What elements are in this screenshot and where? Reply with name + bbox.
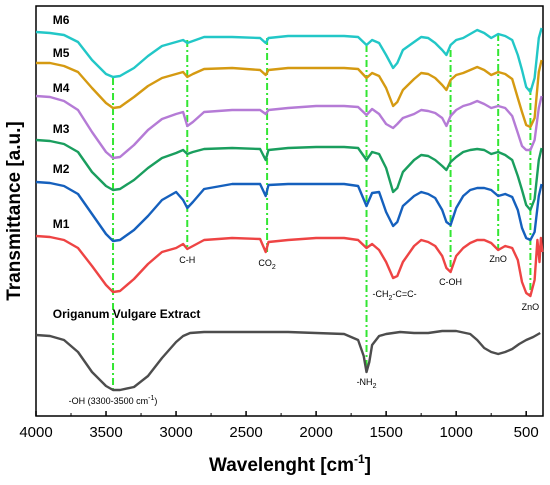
series-label-2: M4 bbox=[53, 81, 70, 95]
plot-frame bbox=[35, 5, 544, 417]
series-labels: M6 M5 M4 M3 M2 M1 Origanum Vulgare Extract bbox=[53, 13, 201, 321]
x-tick-label-500: 500 bbox=[514, 424, 539, 441]
x-axis-title-sup: -1 bbox=[354, 452, 365, 466]
series-label-1: M5 bbox=[53, 46, 70, 60]
peak-annotation-7: -OH (3300-3500 cm-1) bbox=[69, 395, 158, 406]
peak-annotation-6: -NH2 bbox=[357, 377, 377, 390]
x-axis-title-main: Wavelenght [cm bbox=[209, 455, 354, 476]
x-axis-title-end: ] bbox=[365, 455, 371, 476]
peak-annotation-0: C-H bbox=[179, 255, 195, 265]
reference-lines bbox=[112, 34, 532, 392]
series-line-2 bbox=[35, 94, 543, 160]
series-label-3: M3 bbox=[53, 122, 70, 136]
spectra bbox=[35, 27, 544, 392]
y-axis-title: Transmittance [a.u.] bbox=[4, 121, 25, 301]
x-tick-label-3000: 3000 bbox=[159, 424, 192, 441]
peak-annotation-2: -CH2-C=C- bbox=[372, 289, 416, 302]
series-line-6 bbox=[35, 329, 541, 392]
series-line-4 bbox=[35, 180, 543, 243]
x-tick-label-1000: 1000 bbox=[439, 424, 472, 441]
x-axis: 4000 3500 3000 2500 2000 1500 1000 500 bbox=[19, 411, 539, 441]
x-tick-label-2000: 2000 bbox=[299, 424, 332, 441]
x-tick-label-3500: 3500 bbox=[89, 424, 122, 441]
peak-annotation-5: ZnO bbox=[522, 302, 540, 312]
x-tick-label-1500: 1500 bbox=[369, 424, 402, 441]
series-line-5 bbox=[35, 234, 544, 298]
peak-annotation-3: C-OH bbox=[439, 277, 462, 287]
peak-annotation-1: CO2 bbox=[258, 258, 276, 271]
series-label-5: M1 bbox=[53, 217, 70, 231]
series-label-4: M2 bbox=[53, 162, 70, 176]
series-line-1 bbox=[36, 59, 543, 129]
peak-annotations: C-H CO2 -CH2-C=C- C-OH ZnO ZnO -NH2 -OH (3300-3… bbox=[69, 254, 540, 406]
x-tick-label-4000: 4000 bbox=[19, 424, 52, 441]
series-line-3 bbox=[35, 138, 543, 212]
x-axis-title: Wavelenght [cm-1] bbox=[209, 452, 371, 476]
series-label-0: M6 bbox=[53, 13, 70, 27]
x-tick-label-2500: 2500 bbox=[229, 424, 262, 441]
peak-annotation-4: ZnO bbox=[489, 254, 507, 264]
series-line-0 bbox=[35, 27, 543, 94]
series-label-6: Origanum Vulgare Extract bbox=[53, 307, 201, 321]
